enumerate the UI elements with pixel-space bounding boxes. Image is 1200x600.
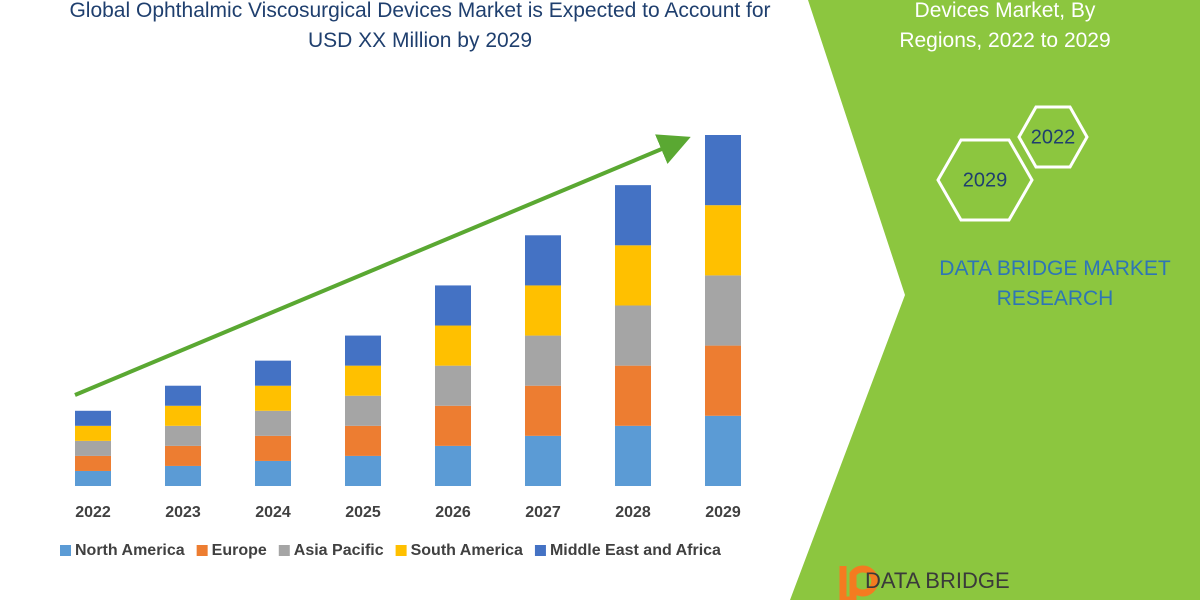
bar-segment: [525, 235, 561, 286]
bars: 2022 2023 2024 2025 2026 2027 2028 2029: [75, 135, 741, 521]
bar-segment: [435, 285, 471, 326]
hexagon: [1017, 105, 1089, 169]
bar-segment: [165, 445, 201, 466]
x-tick-label: 2024: [255, 504, 291, 521]
logo-text: DATA BRIDGE: [865, 568, 1010, 593]
bar-segment: [75, 440, 111, 456]
legend-swatch: [395, 545, 407, 556]
trend-arrow: [74, 134, 691, 397]
bar-segment: [705, 345, 741, 416]
bar-segment: [75, 425, 111, 441]
bar-segment: [165, 405, 201, 426]
hexagon: [936, 138, 1034, 222]
legend: North America Europe Asia Pacific South Ame…: [60, 542, 721, 559]
hexagons: [936, 105, 1089, 222]
bar-segment: [705, 275, 741, 346]
legend-swatch: [60, 545, 71, 556]
bar-segment: [525, 435, 561, 486]
bar-segment: [435, 365, 471, 406]
brand-text: DATA BRIDGE MARKET RESEARCH: [939, 257, 1171, 310]
bar-segment: [255, 435, 291, 461]
x-tick-label: 2026: [435, 504, 471, 521]
legend-label: North America: [75, 542, 185, 559]
x-tick-label: 2023: [165, 504, 201, 521]
bar-segment: [525, 385, 561, 436]
bar-segment: [165, 465, 201, 486]
x-tick-label: 2025: [345, 504, 381, 521]
bar-segment: [705, 135, 741, 206]
logo-icon: [839, 565, 879, 600]
hexagon-label: 2022: [1031, 126, 1076, 148]
bar-segment: [435, 325, 471, 366]
bar-segment: [255, 385, 291, 411]
legend-label: Asia Pacific: [294, 542, 384, 559]
bar-segment: [615, 365, 651, 426]
bar-segment: [345, 365, 381, 396]
bar-segment: [705, 205, 741, 276]
x-tick-label: 2028: [615, 504, 651, 521]
side-panel-bg: [790, 0, 1200, 600]
bar-segment: [345, 335, 381, 366]
logo-mark: [839, 565, 879, 600]
bar-segment: [525, 285, 561, 336]
bar-segment: [255, 460, 291, 486]
x-tick-label: 2022: [75, 504, 111, 521]
bar-segment: [705, 415, 741, 486]
bar-segment: [615, 425, 651, 486]
x-tick-label: 2029: [705, 504, 741, 521]
bar-segment: [615, 245, 651, 306]
hexagon-label: 2029: [963, 169, 1008, 191]
bar-segment: [615, 305, 651, 366]
side-title: Devices Market, By Regions, 2022 to 2029: [899, 0, 1111, 52]
bar-segment: [345, 455, 381, 486]
legend-label: South America: [411, 542, 523, 559]
bar-segment: [165, 425, 201, 446]
legend-label: Europe: [212, 542, 267, 559]
bar-segment: [435, 405, 471, 446]
legend-label: Middle East and Africa: [550, 542, 721, 559]
bar-segment: [255, 410, 291, 436]
bar-segment: [75, 455, 111, 471]
chart-title: Global Ophthalmic Viscosurgical Devices …: [69, 0, 771, 52]
bar-segment: [525, 335, 561, 386]
bar-segment: [345, 395, 381, 426]
x-tick-label: 2027: [525, 504, 561, 521]
legend-swatch: [278, 545, 290, 556]
bar-segment: [75, 410, 111, 426]
bar-segment: [255, 360, 291, 386]
bar-segment: [345, 425, 381, 456]
legend-swatch: [534, 545, 546, 556]
bar-segment: [165, 385, 201, 406]
bar-segment: [435, 445, 471, 486]
bar-segment: [615, 185, 651, 246]
bar-segment: [75, 470, 111, 486]
legend-swatch: [196, 545, 208, 556]
